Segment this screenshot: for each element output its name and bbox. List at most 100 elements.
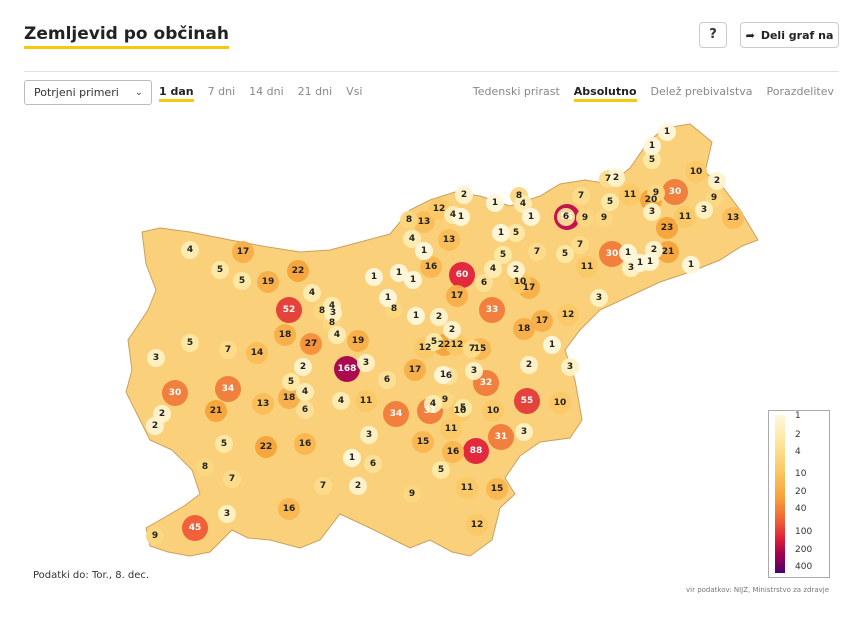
municipality-region[interactable] xyxy=(430,308,448,326)
municipality-region[interactable] xyxy=(590,289,608,307)
municipality-region[interactable] xyxy=(432,461,450,479)
tab-display-mode[interactable]: Delež prebivalstva xyxy=(650,85,753,98)
municipality-region[interactable] xyxy=(657,241,679,263)
municipality-region[interactable] xyxy=(514,195,532,213)
municipality-region[interactable] xyxy=(181,241,199,259)
municipality-region[interactable] xyxy=(218,505,236,523)
municipality-region[interactable] xyxy=(303,284,321,302)
municipality-region[interactable] xyxy=(434,366,452,384)
municipality-region[interactable] xyxy=(595,209,613,227)
municipality-region[interactable] xyxy=(287,260,309,282)
municipality-region[interactable] xyxy=(576,256,598,278)
municipality-region[interactable] xyxy=(682,256,700,274)
municipality-region[interactable] xyxy=(599,241,625,267)
municipality-region[interactable] xyxy=(205,400,227,422)
municipality-region[interactable] xyxy=(219,341,237,359)
tab-time-range[interactable]: Vsi xyxy=(346,85,363,98)
municipality-region[interactable] xyxy=(643,151,661,169)
municipality-region[interactable] xyxy=(522,208,540,226)
municipality-region[interactable] xyxy=(549,392,571,414)
municipality-region[interactable] xyxy=(674,206,696,228)
municipality-region[interactable] xyxy=(465,362,483,380)
municipality-region[interactable] xyxy=(379,289,397,307)
municipality-region[interactable] xyxy=(455,186,473,204)
municipality-region[interactable] xyxy=(656,217,678,239)
municipality-region[interactable] xyxy=(383,401,409,427)
municipality-region[interactable] xyxy=(561,358,579,376)
municipality-region[interactable] xyxy=(334,356,360,382)
municipality-region[interactable] xyxy=(162,380,188,406)
municipality-region[interactable] xyxy=(695,201,713,219)
municipality-region[interactable] xyxy=(619,244,637,262)
municipality-region[interactable] xyxy=(572,187,590,205)
municipality-region[interactable] xyxy=(463,438,489,464)
municipality-region[interactable] xyxy=(343,449,361,467)
municipality-region[interactable] xyxy=(438,229,460,251)
municipality-region[interactable] xyxy=(413,211,435,233)
municipality-region[interactable] xyxy=(364,455,382,473)
municipality-region[interactable] xyxy=(415,242,433,260)
municipality-region[interactable] xyxy=(378,371,396,389)
municipality-region[interactable] xyxy=(557,304,579,326)
municipality-region[interactable] xyxy=(515,423,533,441)
metric-select[interactable]: Potrjeni primeri ⌄ xyxy=(24,80,152,105)
municipality-region[interactable] xyxy=(196,458,214,476)
municipality-region[interactable] xyxy=(452,208,470,226)
municipality-region[interactable] xyxy=(641,253,659,271)
municipality-region[interactable] xyxy=(492,224,510,242)
municipality-region[interactable] xyxy=(146,417,164,435)
municipality-region[interactable] xyxy=(390,264,408,282)
municipality-region[interactable] xyxy=(507,224,525,242)
municipality-region[interactable] xyxy=(647,184,665,202)
municipality-region[interactable] xyxy=(404,359,426,381)
municipality-region[interactable] xyxy=(365,268,383,286)
municipality-region[interactable] xyxy=(233,272,251,290)
municipality-region[interactable] xyxy=(507,261,525,279)
municipality-region[interactable] xyxy=(296,401,314,419)
municipality-region[interactable] xyxy=(211,261,229,279)
municipality-region[interactable] xyxy=(420,256,442,278)
tab-display-mode[interactable]: Porazdelitev xyxy=(766,85,834,98)
municipality-region[interactable] xyxy=(528,243,546,261)
municipality-region[interactable] xyxy=(514,388,540,414)
municipality-region[interactable] xyxy=(556,245,574,263)
municipality-region[interactable] xyxy=(446,285,468,307)
municipality-region[interactable] xyxy=(147,349,165,367)
municipality-region[interactable] xyxy=(571,236,589,254)
municipality-region[interactable] xyxy=(643,203,661,221)
municipality-region[interactable] xyxy=(456,477,478,499)
municipality-region[interactable] xyxy=(182,515,208,541)
tab-time-range[interactable]: 14 dni xyxy=(249,85,284,98)
municipality-region[interactable] xyxy=(486,194,504,212)
municipality-region[interactable] xyxy=(357,354,375,372)
municipality-region[interactable] xyxy=(475,274,493,292)
municipality-region[interactable] xyxy=(607,169,625,187)
municipality-region[interactable] xyxy=(404,271,422,289)
municipality-region[interactable] xyxy=(347,330,369,352)
municipality-region[interactable] xyxy=(705,189,723,207)
municipality-region[interactable] xyxy=(360,426,378,444)
municipality-region[interactable] xyxy=(349,477,367,495)
municipality-region[interactable] xyxy=(658,123,676,141)
municipality-region[interactable] xyxy=(557,208,575,226)
municipality-region[interactable] xyxy=(576,209,594,227)
municipality-region[interactable] xyxy=(181,334,199,352)
municipality-region[interactable] xyxy=(443,321,461,339)
municipality-region[interactable] xyxy=(425,333,443,351)
share-button[interactable]: ➦ Deli graf na xyxy=(740,22,839,48)
municipality-region[interactable] xyxy=(282,373,300,391)
municipality-region[interactable] xyxy=(424,395,442,413)
municipality-region[interactable] xyxy=(494,246,512,264)
municipality-region[interactable] xyxy=(412,431,434,453)
tab-display-mode[interactable]: Tedenski prirast xyxy=(472,85,560,98)
municipality-region[interactable] xyxy=(274,324,296,346)
municipality-region[interactable] xyxy=(440,418,462,440)
municipality-region[interactable] xyxy=(278,387,300,409)
municipality-region[interactable] xyxy=(215,435,233,453)
municipality-region[interactable] xyxy=(255,436,277,458)
municipality-region[interactable] xyxy=(232,241,254,263)
municipality-region[interactable] xyxy=(488,424,514,450)
municipality-region[interactable] xyxy=(246,342,268,364)
municipality-region[interactable] xyxy=(531,310,553,332)
municipality-region[interactable] xyxy=(252,393,274,415)
